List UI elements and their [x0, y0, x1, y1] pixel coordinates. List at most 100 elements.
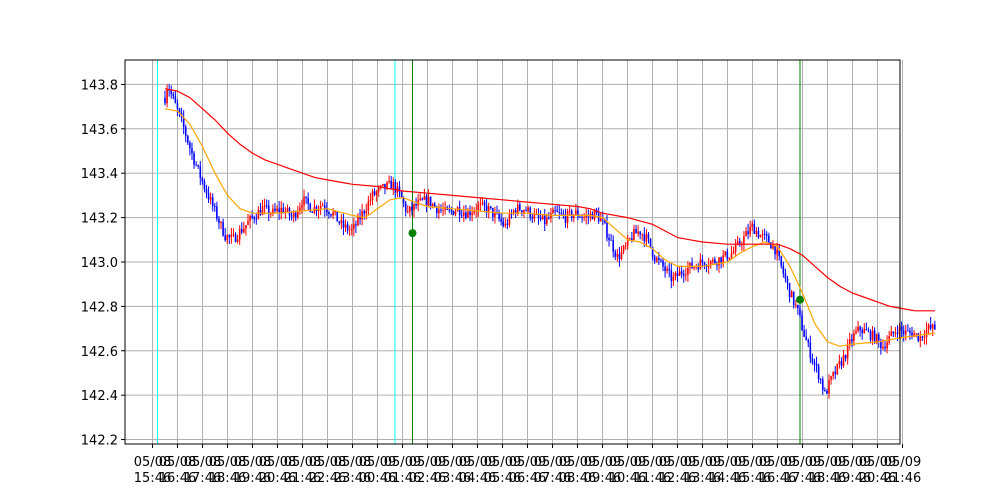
- candle-body: [882, 346, 884, 349]
- candle-body: [925, 329, 928, 338]
- candle-body: [355, 224, 357, 226]
- candle-body: [909, 330, 911, 333]
- candle-body: [537, 214, 540, 218]
- x-tick-label-time: 09:46: [584, 471, 621, 486]
- candle-body: [757, 230, 760, 238]
- candle-body: [672, 276, 675, 282]
- candle-body: [761, 233, 764, 236]
- candle-body: [853, 333, 855, 341]
- candle-body: [236, 239, 239, 242]
- candle-body: [629, 238, 631, 240]
- candle-body: [647, 234, 650, 239]
- candle-body: [616, 254, 619, 257]
- x-tick-label-time: 20:46: [259, 471, 296, 486]
- candle-body: [614, 251, 617, 257]
- candle-body: [404, 202, 407, 212]
- candle-body: [755, 230, 758, 234]
- candle-body: [699, 259, 702, 270]
- candle-body: [270, 213, 272, 215]
- candle-body: [579, 216, 581, 218]
- x-axis: 05/0815:4605/0816:4605/0817:4605/0818:46…: [134, 444, 921, 486]
- x-tick-label-date: 05/09: [459, 455, 496, 470]
- candle-body: [205, 189, 208, 194]
- candle-body: [523, 210, 525, 213]
- candle-body: [209, 197, 212, 200]
- candle-body: [799, 308, 801, 316]
- candle-body: [319, 205, 322, 209]
- candle-body: [458, 207, 461, 216]
- candle-body: [728, 257, 731, 260]
- candle-body: [875, 334, 878, 343]
- candle-body: [824, 390, 826, 391]
- candle-body: [639, 231, 641, 235]
- x-tick-label-time: 18:46: [809, 471, 846, 486]
- candle-body: [886, 342, 888, 349]
- x-tick-label-date: 05/08: [209, 455, 246, 470]
- candle-body: [712, 259, 714, 262]
- x-tick-label-date: 05/09: [834, 455, 871, 470]
- candle-body: [554, 209, 556, 211]
- vertical-markers: [157, 60, 801, 444]
- candle-body: [718, 257, 720, 266]
- candle-body: [216, 206, 218, 219]
- candle-body: [440, 209, 442, 211]
- candle-body: [562, 213, 565, 216]
- candle-body: [566, 211, 569, 223]
- candle-body: [539, 217, 542, 220]
- candle-body: [724, 251, 727, 256]
- candle-body: [519, 204, 521, 211]
- x-tick-label-date: 05/09: [359, 455, 396, 470]
- candle-body: [473, 210, 475, 213]
- candle-body: [253, 217, 256, 220]
- candle-body: [919, 336, 922, 341]
- candle-body: [348, 229, 351, 231]
- candle-body: [259, 210, 262, 215]
- candle-body: [842, 355, 845, 366]
- candle-body: [326, 209, 328, 212]
- candle-body: [664, 266, 666, 271]
- candle-body: [222, 221, 224, 236]
- candle-body: [705, 266, 708, 268]
- candle-body: [701, 259, 704, 263]
- candle-body: [257, 210, 260, 220]
- plot-frame: [124, 59, 901, 445]
- candle-body: [377, 187, 380, 192]
- x-tick-label-time: 16:46: [159, 471, 196, 486]
- candle-body: [641, 234, 644, 236]
- x-tick-label-date: 05/09: [559, 455, 596, 470]
- candle-body: [807, 340, 810, 343]
- candle-body: [433, 203, 436, 207]
- candle-body: [465, 212, 467, 218]
- candle-body: [240, 229, 243, 233]
- candle-body: [514, 210, 517, 213]
- candle-body: [732, 251, 735, 254]
- x-tick-label-date: 05/08: [134, 455, 171, 470]
- candle-body: [763, 233, 766, 235]
- candle-body: [508, 213, 511, 225]
- candle-body: [363, 211, 365, 214]
- candle-body: [745, 231, 747, 237]
- x-tick-label-time: 11:46: [634, 471, 671, 486]
- candle-body: [801, 315, 803, 331]
- candle-body: [369, 199, 372, 202]
- candle-body: [375, 191, 378, 195]
- y-tick-label: 143.2: [81, 212, 118, 227]
- candle-body: [730, 253, 733, 258]
- candle-body: [448, 209, 451, 211]
- x-tick-label-date: 05/09: [484, 455, 521, 470]
- candle-body: [199, 166, 202, 178]
- candle-body: [243, 228, 245, 233]
- candle-body: [927, 324, 930, 330]
- candle-body: [328, 211, 330, 215]
- candle-body: [896, 332, 899, 335]
- candle-body: [330, 214, 332, 216]
- candle-body: [556, 210, 558, 212]
- candle-body: [292, 212, 295, 217]
- x-tick-label-time: 19:46: [834, 471, 871, 486]
- candle-body: [282, 207, 285, 213]
- candle-body: [844, 355, 847, 359]
- candle-body: [577, 210, 579, 217]
- candle-body: [388, 180, 390, 183]
- candle-body: [599, 218, 602, 222]
- candle-body: [915, 333, 917, 335]
